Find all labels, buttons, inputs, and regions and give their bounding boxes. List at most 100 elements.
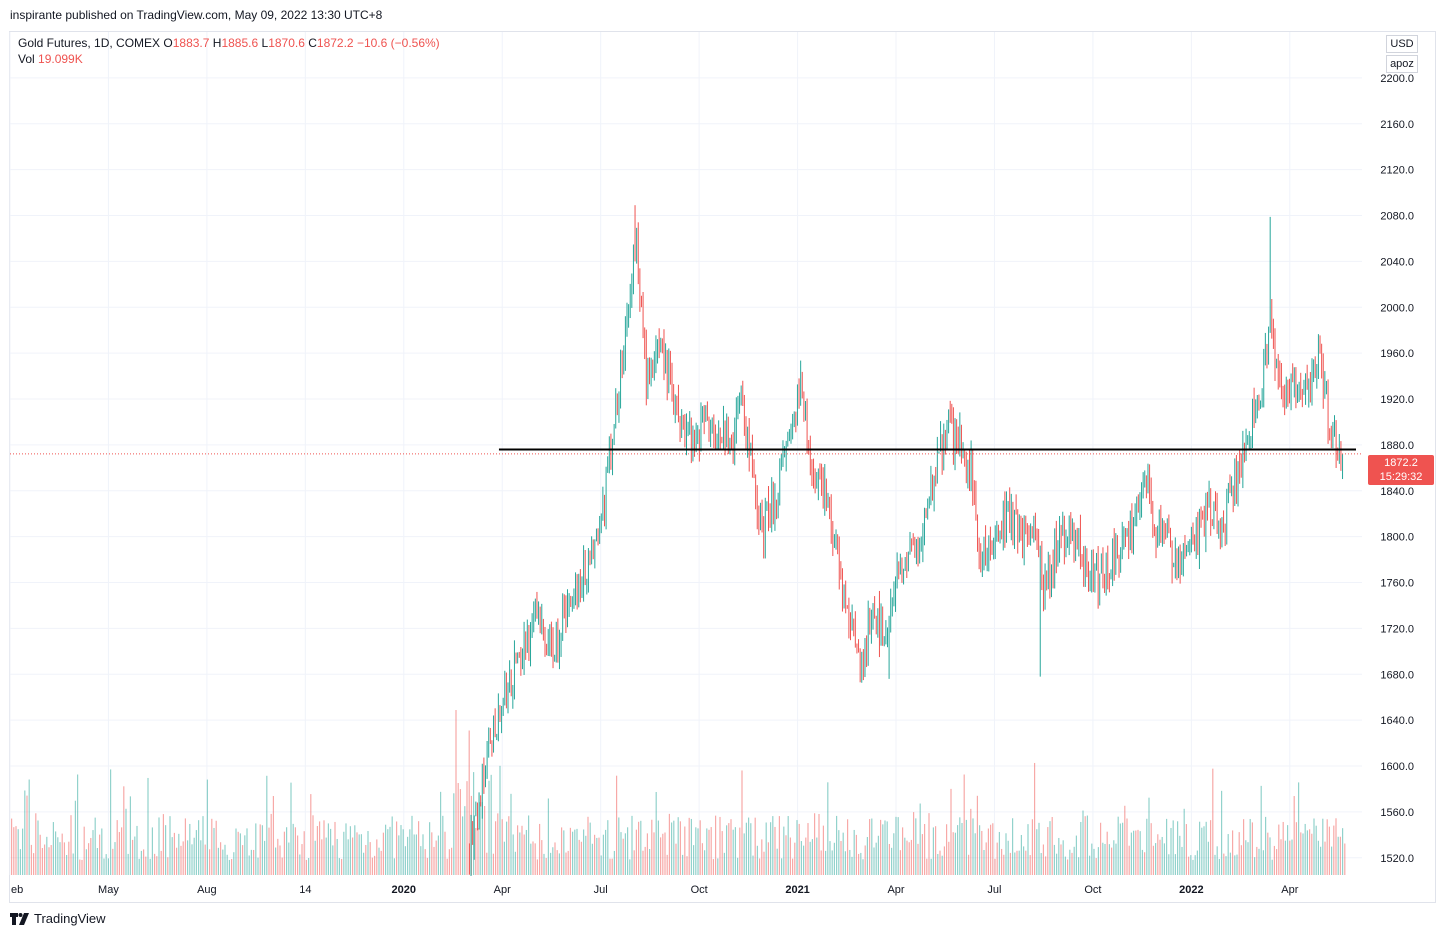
volume-bar [517,825,519,875]
volume-bar [178,833,180,875]
chart-legend: Gold Futures, 1D, COMEX O1883.7 H1885.6 … [18,35,440,67]
volume-bar [321,839,323,875]
volume-bar [343,831,345,875]
volume-bar [281,857,283,875]
volume-bar [140,850,142,875]
volume-bar [814,813,816,875]
volume-bar [715,815,717,875]
volume-bar [690,818,692,875]
volume-bar [1020,834,1022,875]
volume-bar [655,791,657,875]
volume-bar [264,840,266,875]
volume-bar [371,857,373,875]
volume-bar [965,819,967,875]
legend-vol-row: Vol 19.099K [18,51,440,67]
volume-bar [888,844,890,875]
footer-brand[interactable]: TradingView [10,911,106,926]
volume-bar [1170,827,1172,875]
volume-bar [1075,835,1077,875]
volume-bar [442,815,444,875]
volume-bar [996,842,998,875]
volume-bar [303,831,305,875]
volume-bar [123,786,125,875]
volume-bar [1016,850,1018,875]
volume-bar [998,831,1000,875]
volume-bar [756,845,758,875]
volume-bar [149,858,151,875]
volume-bar [68,841,70,875]
volume-bar [1104,843,1106,875]
volume-bar [46,836,48,875]
volume-bar [891,847,893,875]
volume-bar [525,829,527,875]
grid-lines [9,32,1362,875]
volume-bar [1137,829,1139,875]
volume-bar [1084,816,1086,875]
volume-bar [627,827,629,875]
legend-low-label: L [261,36,269,50]
volume-bar [800,841,802,875]
volume-bar [1049,821,1051,875]
volume-bar [893,833,895,875]
volume-bar [147,777,149,875]
volume-bar [794,842,796,875]
volume-bar [587,816,589,875]
volume-bar [1124,805,1126,875]
volume-bar [1194,855,1196,875]
volume-bar [1150,823,1152,875]
legend-vol-label: Vol [18,52,35,66]
volume-bar [1247,842,1249,875]
volume-bar [1040,853,1042,875]
volume-bar [310,794,312,875]
volume-bar [1163,843,1165,875]
volume-bar [484,806,486,875]
volume-bar [563,830,565,875]
volume-bar [550,852,552,875]
volume-bar [844,851,846,875]
y-tick-label: 2160.0 [1380,119,1414,131]
volume-bar [954,832,956,875]
volume-bar [935,826,937,875]
volume-bar [589,822,591,875]
volume-bar [534,843,536,875]
legend-vol: 19.099K [38,52,83,66]
volume-bar [1320,846,1322,875]
volume-bar [11,818,13,875]
volume-bar [138,858,140,875]
currency-badge[interactable]: USD [1386,35,1418,53]
volume-bar [594,834,596,875]
x-tick-label: Jul [594,884,608,896]
volume-bar [849,849,851,875]
scale-mode-badge[interactable]: apoz [1386,55,1418,73]
volume-bar [968,854,970,875]
volume-bar [1258,848,1260,875]
volume-bar [1023,846,1025,875]
volume-bar [554,842,556,875]
volume-bar [70,815,72,875]
volume-bar [1240,845,1242,875]
volume-bar [897,817,899,875]
volume-bar [195,830,197,875]
volume-bar [158,817,160,875]
volume-bar [426,857,428,875]
volume-bar [1051,817,1053,875]
volume-bar [334,821,336,875]
volume-bar [1161,836,1163,875]
volume-bar [44,844,46,875]
volume-bar [250,849,252,875]
volume-bar [684,826,686,875]
volume-bar [646,833,648,875]
price-axis: 2200.0 2160.0 2120.0 2080.0 2040.0 2000.0 1960… [1380,73,1414,865]
volume-bar [523,834,525,875]
volume-bar [638,821,640,875]
volume-bar [805,837,807,875]
volume-bar [959,817,961,875]
volume-bar [1130,832,1132,875]
volume-bar [453,793,455,875]
volume-bar [312,815,314,875]
x-tick-label: Jul [987,884,1001,896]
volume-bar [74,800,76,875]
volume-bar [1018,850,1020,875]
scale-badges: USD apoz [1386,35,1418,75]
